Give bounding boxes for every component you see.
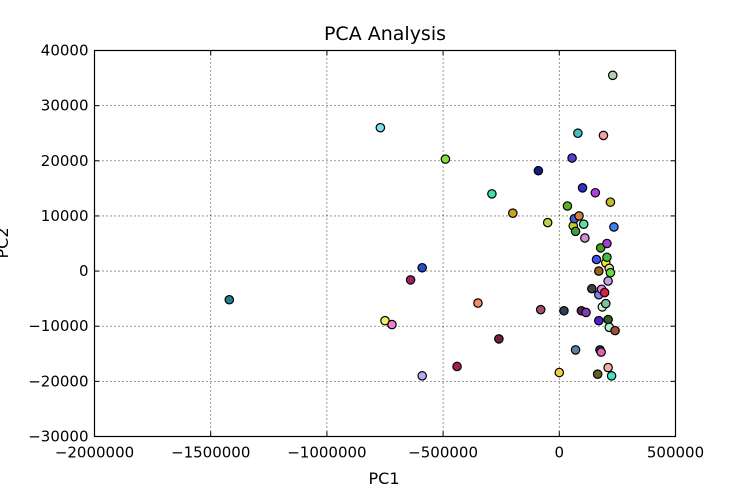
data-point <box>592 369 603 379</box>
x-axis-label: PC1 <box>369 469 400 488</box>
data-point <box>570 345 581 355</box>
y-tick-label: −30000 <box>28 428 88 446</box>
data-point <box>596 347 606 357</box>
data-point <box>577 183 588 193</box>
data-point <box>606 371 617 381</box>
chart-title: PCA Analysis <box>324 23 446 45</box>
data-point <box>473 298 483 308</box>
data-point <box>602 252 612 263</box>
data-point <box>610 325 620 336</box>
x-tick-label: −2000000 <box>55 444 134 462</box>
data-point <box>224 294 235 305</box>
data-point <box>590 187 601 198</box>
data-point <box>598 130 609 141</box>
data-point <box>570 226 581 237</box>
x-tick-label: 0 <box>555 444 565 462</box>
data-point <box>605 267 616 278</box>
grid-lines <box>94 50 676 437</box>
y-tick-label: 30000 <box>41 97 89 115</box>
data-point <box>603 276 613 286</box>
data-point <box>440 154 451 164</box>
x-tick-label: −1000000 <box>287 444 366 462</box>
y-tick-label: 40000 <box>41 42 89 60</box>
data-point <box>554 367 565 378</box>
data-point <box>535 304 546 315</box>
data-point <box>508 208 518 218</box>
data-point <box>578 219 589 229</box>
data-point <box>587 283 597 294</box>
y-tick-label: 20000 <box>41 152 89 170</box>
data-point <box>542 217 553 228</box>
y-axis-label: PC2 <box>0 228 12 259</box>
y-tick-label: 0 <box>79 262 89 280</box>
data-point <box>375 122 386 133</box>
data-point <box>417 371 427 381</box>
x-tick-label: 500000 <box>647 444 704 462</box>
data-points <box>224 70 620 381</box>
data-point <box>559 305 569 316</box>
data-point <box>603 362 613 373</box>
data-point <box>609 222 619 232</box>
y-tick-label: 10000 <box>41 207 89 225</box>
data-point <box>605 197 616 207</box>
data-point <box>603 314 613 325</box>
data-point <box>581 307 591 318</box>
data-point <box>567 153 577 163</box>
data-point <box>405 275 416 285</box>
data-point <box>599 287 610 298</box>
data-point <box>602 238 612 249</box>
data-point <box>452 361 462 372</box>
data-point <box>494 334 504 344</box>
data-point <box>594 266 604 276</box>
x-tick-label: −500000 <box>408 444 478 462</box>
x-tick-label: −1500000 <box>171 444 250 462</box>
data-point <box>580 233 590 243</box>
data-point <box>417 262 427 273</box>
data-point <box>387 319 397 330</box>
data-point <box>607 70 618 81</box>
data-point <box>591 254 602 265</box>
data-point <box>573 128 583 139</box>
y-tick-label: −10000 <box>28 317 88 335</box>
plot-area-frame <box>93 49 677 438</box>
data-point <box>600 298 611 309</box>
y-tick-label: −20000 <box>28 372 88 390</box>
data-point <box>487 189 497 199</box>
data-point <box>574 211 584 221</box>
data-point <box>594 315 604 326</box>
data-point <box>533 165 544 176</box>
axis-ticks: −2000000 −1500000 −1000000 −500000 0 500000 −3… <box>28 42 704 462</box>
data-point <box>562 201 573 211</box>
